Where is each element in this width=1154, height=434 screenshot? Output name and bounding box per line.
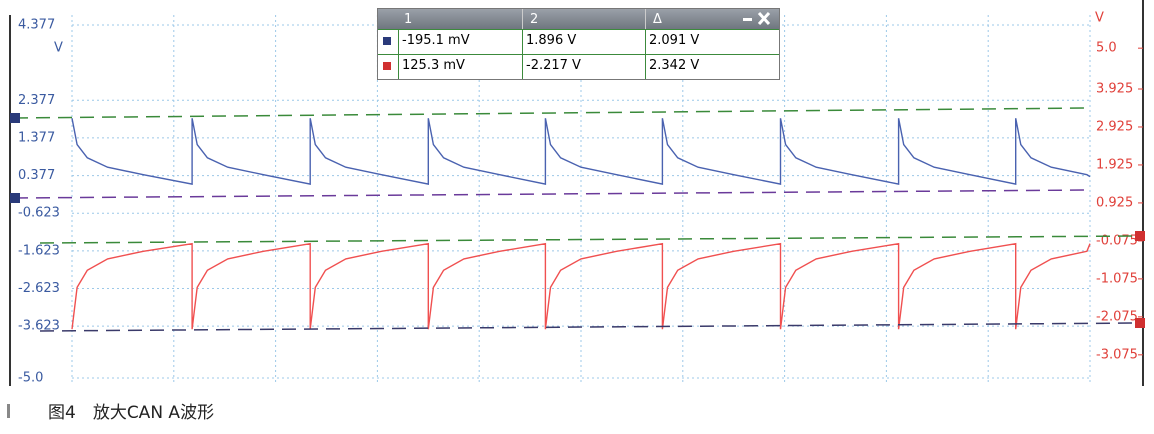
cursor-lines <box>13 107 1141 332</box>
panel-header: 1 2 Δ <box>378 9 779 29</box>
cell: 1.896 V <box>526 33 577 48</box>
cursor-marker[interactable] <box>1135 231 1145 241</box>
cursor-marker[interactable] <box>1135 318 1145 328</box>
y2-tick-label: -1.075 <box>1096 271 1138 286</box>
minimize-button[interactable] <box>743 18 752 21</box>
y-tick-label: 1.377 <box>18 130 55 145</box>
y2-tick-label: -2.075 <box>1096 309 1138 324</box>
y-axis-label: V <box>54 41 63 56</box>
y2-tick-label: 2.925 <box>1096 119 1133 134</box>
series-swatch <box>383 62 391 70</box>
y-tick-label: -1.623 <box>18 243 60 258</box>
cursor-line <box>39 235 1141 244</box>
cell: 2.091 V <box>649 33 700 48</box>
y2-tick-label: 1.925 <box>1096 157 1133 172</box>
column-header: 1 <box>404 12 413 27</box>
panel-row: 125.3 mV -2.217 V 2.342 V <box>378 54 779 79</box>
panel-row: -195.1 mV 1.896 V 2.091 V <box>378 29 779 54</box>
cursor-line <box>13 189 1091 199</box>
y-tick-label: 4.377 <box>18 18 55 33</box>
y2-tick-label: -0.075 <box>1096 233 1138 248</box>
cell: 2.342 V <box>649 58 700 73</box>
cursor-line <box>39 322 1141 332</box>
y2-tick-label: -3.075 <box>1096 347 1138 362</box>
y-tick-label: -3.623 <box>18 319 60 334</box>
y2-tick-label: 0.925 <box>1096 195 1133 210</box>
window-controls <box>743 11 771 26</box>
close-button[interactable] <box>757 11 771 26</box>
waveform <box>71 118 1091 185</box>
y-tick-label: -2.623 <box>18 281 60 296</box>
cell: -2.217 V <box>526 58 581 73</box>
cell: -195.1 mV <box>402 33 470 48</box>
cursor-marker[interactable] <box>10 113 20 123</box>
y-tick-label: 2.377 <box>18 93 55 108</box>
y-tick-label: 0.377 <box>18 168 55 183</box>
y2-axis-label: V <box>1095 11 1104 26</box>
cell: 125.3 mV <box>402 58 465 73</box>
series-swatch <box>383 37 391 45</box>
cursor-marker[interactable] <box>10 193 20 203</box>
waveform <box>71 242 1091 330</box>
column-header: 2 <box>530 12 539 27</box>
y-tick-label: -5.0 <box>18 371 43 386</box>
y2-tick-label: 3.925 <box>1096 81 1133 96</box>
measurement-panel: 1 2 Δ -195.1 mV 1.896 V 2.091 V 125.3 mV… <box>377 8 780 80</box>
y-tick-label: -0.623 <box>18 206 60 221</box>
figure-caption: 图4 放大CAN A波形 <box>48 403 214 423</box>
y2-tick-label: 5.0 <box>1096 41 1117 56</box>
caption-marker <box>7 404 10 418</box>
cursor-line <box>13 107 1091 119</box>
column-header: Δ <box>653 12 662 27</box>
